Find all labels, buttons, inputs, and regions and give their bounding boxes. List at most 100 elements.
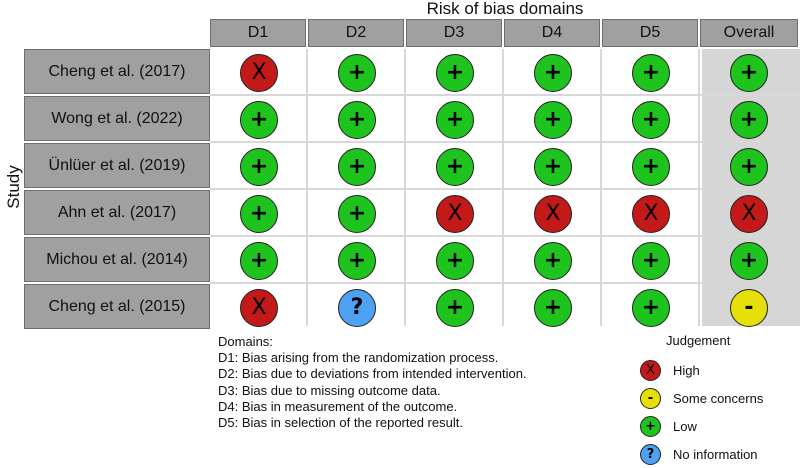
judgement-high-icon: X [534,194,572,233]
judgement-low-icon: + [240,100,278,139]
study-label: Cheng et al. (2015) [24,284,210,329]
judgement-low-icon: + [436,147,474,186]
judgement-legend: Judgement X High - Some concerns + Low? No inf… [640,333,763,468]
judgement-cell: ? [308,284,406,331]
judgement-low-icon: + [338,194,376,233]
judgement-noinfo-icon: ? [338,288,376,327]
judgement-low-icon: + [338,53,376,92]
grid-body: Cheng et al. (2017) Wong et al. (2022) Ü… [24,49,800,329]
legend-item: - Some concerns [640,384,763,412]
domain-description: D4: Bias in measurement of the outcome. [218,398,458,414]
judgement-some-icon: - [730,288,768,327]
judgement-low-icon: + [534,288,572,327]
domain-description: D3: Bias due to missing outcome data. [218,382,441,398]
column-divider [404,49,406,326]
judgement-cell: + [602,96,700,143]
judgement-low-icon: + [240,241,278,280]
judgement-cell: + [406,143,504,190]
column-header-d1: D1 [210,19,306,47]
legend-low-icon: + [640,415,661,437]
domain-description: D2: Bias due to deviations from intended… [218,366,527,382]
judgement-low-icon: + [240,194,278,233]
domain-description: D1: Bias arising from the randomization … [218,350,499,366]
judgement-cell: + [406,49,504,96]
judgement-high-icon: X [436,194,474,233]
judgement-low-icon: + [534,53,572,92]
legend-high-icon: X [640,359,661,381]
study-column: Cheng et al. (2017) Wong et al. (2022) Ü… [24,49,210,329]
y-axis-label: Study [4,165,23,209]
legend-noinfo-icon: ? [640,443,661,465]
judgement-low-icon: + [632,288,670,327]
judgement-low-icon: + [730,100,768,139]
judgement-cell: + [602,49,700,96]
judgement-low-icon: + [534,147,572,186]
legend-label: High [673,362,700,378]
column-header-d5: D5 [602,19,698,47]
judgement-cell: + [210,143,308,190]
judgement-cell: + [504,49,602,96]
judgement-cell: + [504,284,602,331]
domains-heading: Domains: [218,334,273,349]
legend-label: No information [673,446,758,462]
study-label: Wong et al. (2022) [24,96,210,141]
column-header-d4: D4 [504,19,600,47]
judgement-low-icon: + [436,288,474,327]
judgement-cell: + [308,143,406,190]
judgement-low-icon: + [534,100,572,139]
legend-some-icon: - [640,387,661,409]
column-header-overall: Overall [700,19,798,47]
judgement-cell: + [308,49,406,96]
judgement-cell: + [602,143,700,190]
judgement-cell: + [504,237,602,284]
column-header-row: D1 D2 D3 D4 D5 Overall [210,19,798,49]
judgement-low-icon: + [730,53,768,92]
row-divider [210,188,800,190]
domain-description: D5: Bias in selection of the reported re… [218,415,463,431]
judgement-low-icon: + [240,147,278,186]
column-divider [698,49,700,326]
judgement-cell: + [210,96,308,143]
column-divider [600,49,602,326]
judgement-cell: + [406,284,504,331]
legend-item: ? No information [640,440,763,468]
judgement-cell: X [602,190,700,237]
legend-title: Judgement [666,333,731,348]
judgement-cell: + [406,96,504,143]
judgement-cell: X [210,49,308,96]
column-header-d3: D3 [406,19,502,47]
risk-of-bias-grid: D1 D2 D3 D4 D5 Overall Cheng et al. (201… [24,19,800,329]
column-divider [502,49,504,326]
column-header-d2: D2 [308,19,404,47]
judgement-low-icon: + [338,100,376,139]
legend-label: Low [673,418,697,434]
judgement-cell: + [602,284,700,331]
judgement-cell: + [700,49,798,96]
judgement-low-icon: + [632,241,670,280]
study-label: Ünlüer et al. (2019) [24,143,210,188]
judgement-low-icon: + [730,147,768,186]
judgement-cell: X [210,284,308,331]
judgement-cell: + [308,96,406,143]
study-label: Michou et al. (2014) [24,237,210,282]
domains-key: Domains: D1: Bias arising from the rando… [218,334,527,431]
legend-item: + Low [640,412,763,440]
study-label: Cheng et al. (2017) [24,49,210,94]
judgement-low-icon: + [436,241,474,280]
judgement-cell: + [700,96,798,143]
judgement-low-icon: + [436,100,474,139]
judgement-low-icon: + [534,241,572,280]
judgement-cell: + [504,96,602,143]
judgement-cells: X + + + + + + + + + + + + + + + + + + + X X X X + + + + + + X? + + + - [210,49,800,327]
row-divider [210,282,800,284]
study-label: Ahn et al. (2017) [24,190,210,235]
judgement-cell: + [406,237,504,284]
row-divider [210,141,800,143]
row-divider [210,235,800,237]
legend-item: X High [640,356,763,384]
legend-label: Some concerns [673,390,764,406]
judgement-high-icon: X [240,53,278,92]
judgement-low-icon: + [632,53,670,92]
judgement-low-icon: + [436,53,474,92]
judgement-high-icon: X [632,194,670,233]
